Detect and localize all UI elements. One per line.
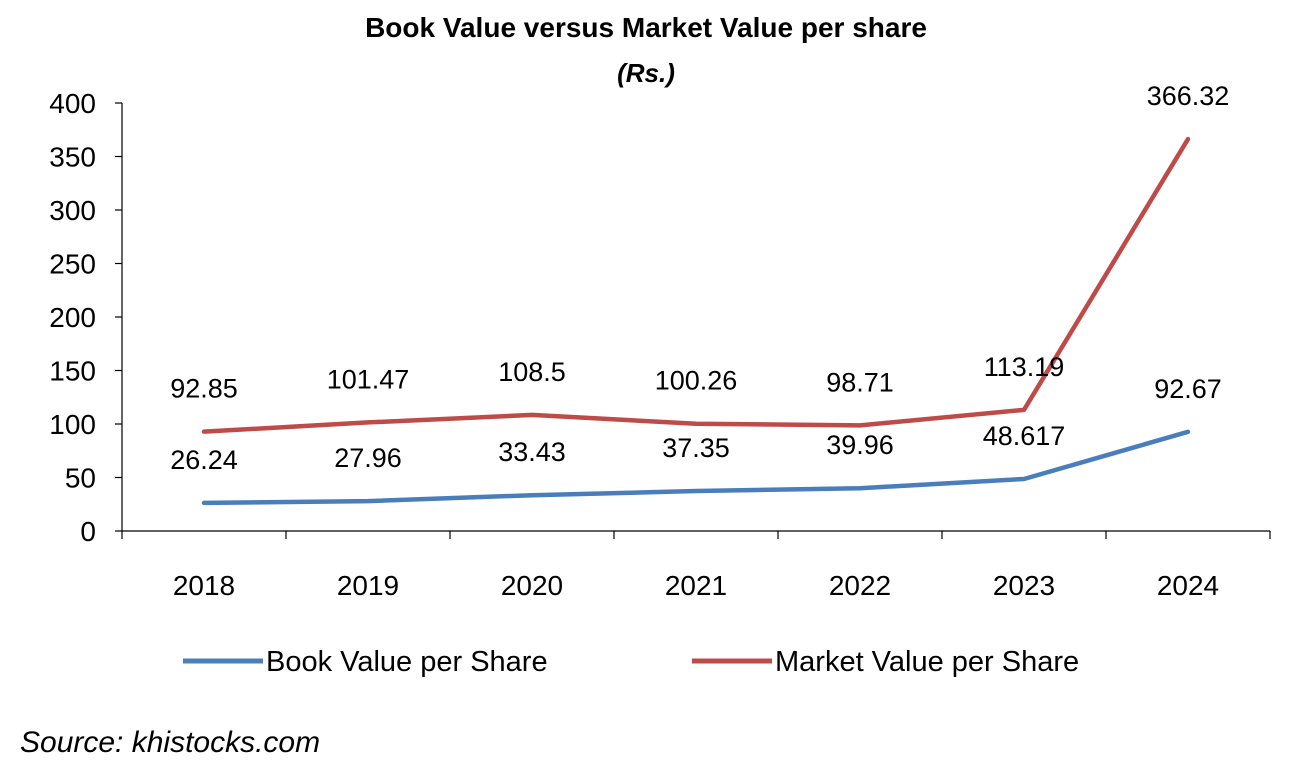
data-label: 37.35 [662, 433, 730, 463]
data-label: 101.47 [327, 364, 410, 394]
x-tick-label: 2018 [173, 570, 235, 601]
data-label: 33.43 [498, 437, 566, 467]
y-tick-label: 100 [49, 409, 96, 440]
y-tick-label: 0 [80, 516, 96, 547]
chart-axes [121, 103, 1270, 532]
y-tick-label: 50 [65, 463, 96, 494]
data-label: 98.71 [826, 367, 894, 397]
y-tick-label: 350 [49, 142, 96, 173]
y-axis-ticks: 0 50 100 150 200 250 300 350 400 [49, 88, 122, 547]
x-axis-ticks: 2018 2019 2020 2021 2022 2023 2024 [121, 531, 1271, 601]
chart-title: Book Value versus Market Value per share [365, 12, 927, 43]
data-labels: 26.24 27.96 33.43 37.35 39.96 48.617 92.67 92.8… [170, 81, 1229, 475]
x-tick-label: 2023 [993, 570, 1055, 601]
legend-label: Book Value per Share [266, 646, 548, 678]
data-label: 92.67 [1154, 374, 1222, 404]
data-label: 366.32 [1147, 81, 1230, 111]
series-line-1 [201, 429, 1191, 506]
x-tick-label: 2020 [501, 570, 563, 601]
data-label: 113.19 [984, 352, 1065, 382]
data-label: 39.96 [826, 430, 894, 460]
data-label: 100.26 [655, 366, 738, 396]
data-label: 92.85 [170, 374, 238, 404]
x-tick-label: 2024 [1157, 570, 1219, 601]
y-tick-label: 300 [49, 195, 96, 226]
series-lines [201, 136, 1191, 506]
data-label: 108.5 [498, 357, 566, 387]
legend-label: Market Value per Share [775, 646, 1079, 678]
x-tick-label: 2019 [337, 570, 399, 601]
source-note: Source: khistocks.com [20, 726, 321, 759]
data-label: 26.24 [170, 445, 238, 475]
x-tick-label: 2021 [665, 570, 727, 601]
data-label: 48.617 [983, 421, 1066, 451]
legend: Book Value per Share Market Value per Sha… [183, 646, 1079, 678]
y-tick-label: 250 [49, 249, 96, 280]
chart-subtitle: (Rs.) [617, 58, 675, 88]
x-tick-label: 2022 [829, 570, 891, 601]
y-tick-label: 150 [49, 356, 96, 387]
y-tick-label: 200 [49, 302, 96, 333]
y-tick-label: 400 [49, 88, 96, 119]
data-label: 27.96 [334, 443, 402, 473]
line-chart: 0 50 100 150 200 250 300 350 400 2018 2019 2020 202… [49, 81, 1271, 678]
series-line-2 [201, 136, 1191, 434]
